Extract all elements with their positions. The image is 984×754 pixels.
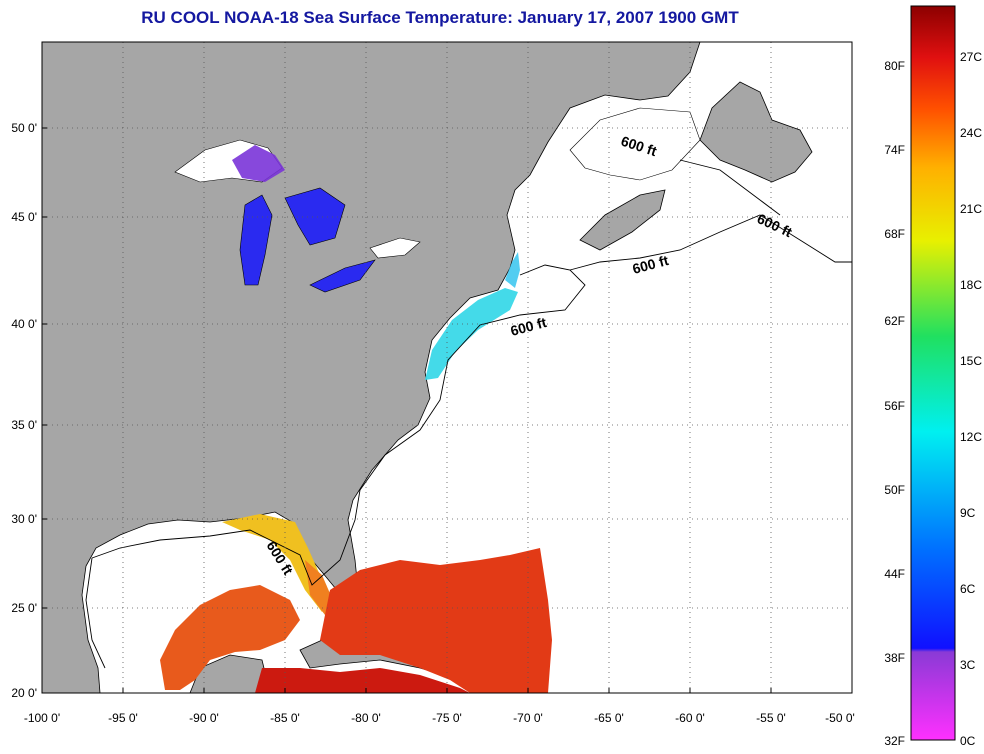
colorbar-f-label: 32F — [884, 734, 905, 748]
lake-erie — [309, 259, 376, 293]
lon-tick-label: -90 0' — [189, 711, 219, 725]
newfoundland — [699, 81, 813, 183]
new-england-sst — [505, 252, 520, 288]
lon-tick-label: -75 0' — [432, 711, 462, 725]
lon-tick-label: -80 0' — [351, 711, 381, 725]
caribbean-south-sst — [255, 668, 470, 693]
colorbar-c-label: 6C — [960, 582, 976, 596]
lat-tick-label: 25 0' — [11, 601, 37, 615]
caribbean-sst — [320, 548, 552, 693]
isobath-600ft — [85, 159, 852, 669]
colorbar-f-label: 62F — [884, 314, 905, 328]
lon-tick-label: -100 0' — [24, 711, 60, 725]
nova-scotia — [579, 189, 666, 251]
colorbar-f-label: 80F — [884, 59, 905, 73]
colorbar-c-label: 0C — [960, 734, 976, 748]
colorbar-f-label: 50F — [884, 483, 905, 497]
colorbar-f-label: 44F — [884, 567, 905, 581]
land-mass — [42, 42, 701, 693]
lon-tick-label: -70 0' — [513, 711, 543, 725]
gulf-sst — [160, 585, 300, 690]
lon-tick-label: -50 0' — [825, 711, 855, 725]
lon-tick-label: -65 0' — [594, 711, 624, 725]
lake-ontario — [369, 237, 421, 259]
lat-tick-label: 30 0' — [11, 512, 37, 526]
lon-tick-labels: -100 0' -95 0' -90 0' -85 0' -80 0' -75 … — [24, 711, 855, 725]
lon-tick-label: -95 0' — [108, 711, 138, 725]
colorbar-c-label: 21C — [960, 202, 982, 216]
lat-tick-label: 45 0' — [11, 210, 37, 224]
colorbar-c-label: 3C — [960, 658, 976, 672]
gulf-st-lawrence — [569, 107, 701, 181]
colorbar-c-label: 15C — [960, 354, 982, 368]
florida-gulf-sst — [222, 514, 330, 612]
lat-tick-label: 35 0' — [11, 418, 37, 432]
colorbar-f-label: 38F — [884, 651, 905, 665]
colorbar-f-label: 68F — [884, 227, 905, 241]
lake-huron — [284, 187, 346, 246]
lat-tick-label: 50 0' — [11, 121, 37, 135]
colorbar-fahrenheit-labels: 80F 74F 68F 62F 56F 50F 44F 38F 32F — [884, 59, 905, 748]
temperature-colorbar — [910, 5, 956, 741]
colorbar-c-label: 24C — [960, 126, 982, 140]
florida-keys-sst — [305, 560, 335, 615]
lat-tick-label: 40 0' — [11, 317, 37, 331]
lat-tick-labels: 50 0' 45 0' 40 0' 35 0' 30 0' 25 0' 20 0… — [11, 121, 37, 700]
lon-tick-label: -55 0' — [756, 711, 786, 725]
colorbar-f-label: 56F — [884, 399, 905, 413]
lake-superior-sst — [232, 145, 285, 182]
colorbar-c-label: 12C — [960, 430, 982, 444]
colorbar-f-label: 74F — [884, 143, 905, 157]
graticule — [42, 42, 852, 693]
lake-michigan — [239, 194, 273, 286]
colorbar-celsius-labels: 27C 24C 21C 18C 15C 12C 9C 6C 3C 0C — [960, 50, 982, 748]
lat-tick-label: 20 0' — [11, 686, 37, 700]
colorbar-c-label: 9C — [960, 506, 976, 520]
page-title: RU COOL NOAA-18 Sea Surface Temperature:… — [141, 8, 739, 27]
colorbar-c-label: 27C — [960, 50, 982, 64]
colorbar-c-label: 18C — [960, 278, 982, 292]
tick-marks — [41, 127, 853, 693]
lon-tick-label: -60 0' — [675, 711, 705, 725]
lon-tick-label: -85 0' — [270, 711, 300, 725]
